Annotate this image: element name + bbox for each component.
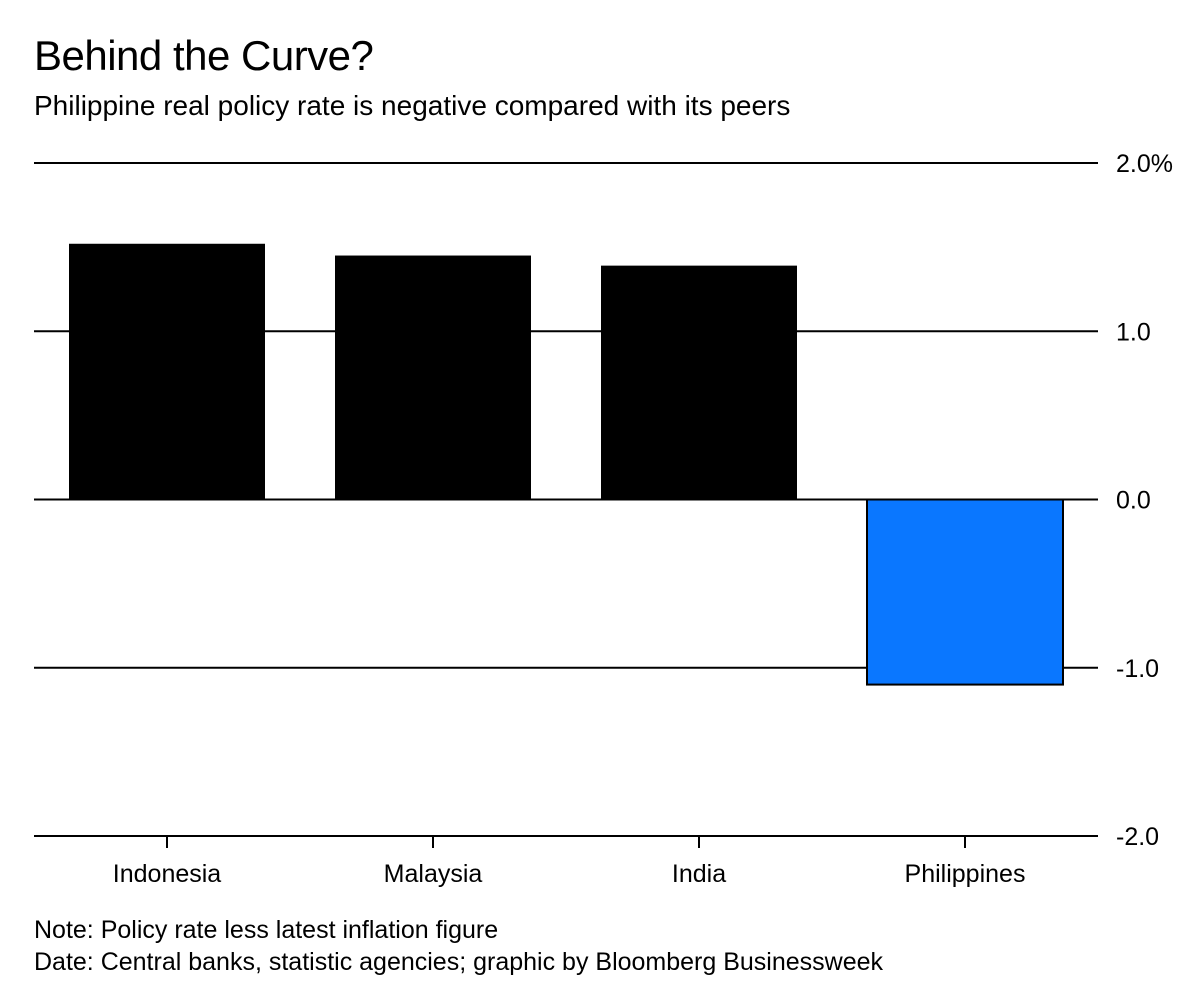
- x-axis-ticks: [166, 836, 966, 848]
- y-tick-label: -2.0: [1116, 823, 1159, 851]
- x-tick-label: India: [672, 860, 726, 888]
- bar-philippines: [866, 498, 1064, 686]
- y-tick-label: -1.0: [1116, 655, 1159, 683]
- chart-title: Behind the Curve?: [34, 32, 374, 79]
- x-tick-label: Indonesia: [113, 860, 222, 888]
- chart-note: Note: Policy rate less latest inflation …: [34, 916, 499, 944]
- y-tick-label: 2.0%: [1116, 150, 1173, 178]
- x-tick-label: Philippines: [905, 860, 1026, 888]
- chart-source: Date: Central banks, statistic agencies;…: [34, 948, 884, 976]
- x-tick-label: Malaysia: [384, 860, 483, 888]
- bars: [69, 243, 1064, 686]
- y-tick-label: 1.0: [1116, 318, 1151, 346]
- x-axis-labels: Indonesia Malaysia India Philippines: [113, 860, 1026, 888]
- y-axis-labels: 2.0% 1.0 0.0 -1.0 -2.0: [1116, 150, 1173, 851]
- bar-malaysia: [335, 255, 531, 500]
- bar-indonesia: [69, 243, 265, 500]
- bar-india: [601, 265, 797, 500]
- chart-subtitle: Philippine real policy rate is negative …: [34, 90, 791, 121]
- y-tick-label: 0.0: [1116, 487, 1151, 515]
